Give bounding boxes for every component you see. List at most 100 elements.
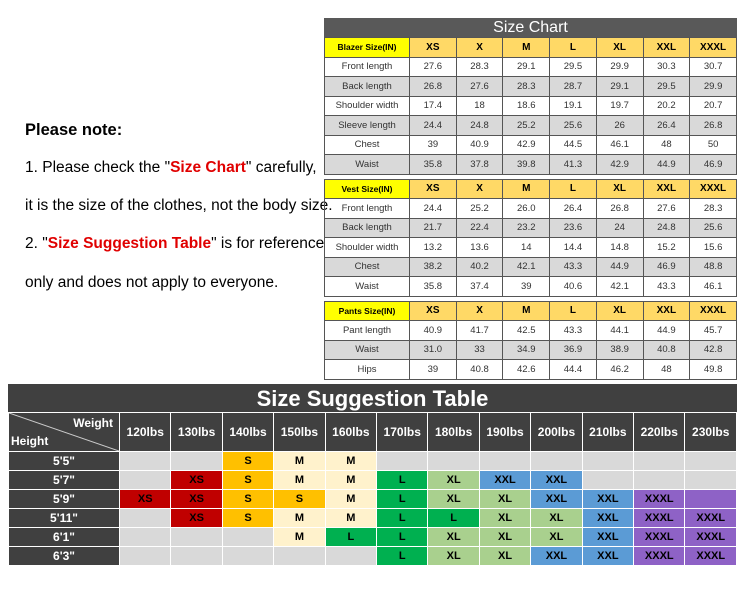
- suggested-size-cell: [221, 546, 275, 566]
- measure-value: 18: [455, 95, 504, 116]
- section-header-row: Vest Size(IN) XS X M L XL XXL XXXL: [324, 178, 737, 199]
- suggested-size-cell: S: [221, 451, 275, 471]
- weight-header: 140lbs: [221, 412, 275, 452]
- table-row: 6'1" M L L XL XL XL XXL XXXL XXXL: [8, 527, 737, 547]
- measure-value: 26: [595, 115, 644, 136]
- suggested-size-cell: [324, 546, 378, 566]
- measure-name: Shoulder width: [324, 95, 410, 116]
- measure-value: 25.6: [689, 217, 737, 238]
- suggested-size-cell: L: [376, 508, 429, 528]
- measure-value: 44.9: [595, 256, 644, 277]
- measure-value: 44.9: [642, 320, 691, 341]
- measure-name: Back length: [324, 217, 410, 238]
- measure-value: 13.6: [455, 237, 504, 258]
- height-header: 5'9": [8, 489, 120, 509]
- measure-value: 26.4: [549, 198, 597, 219]
- suggested-size-cell: XL: [427, 489, 480, 509]
- measure-value: 14.4: [549, 237, 597, 258]
- suggested-size-cell: [581, 451, 635, 471]
- suggested-size-cell: XL: [530, 527, 583, 547]
- table-row: Front length 27.6 28.3 29.1 29.5 29.9 30.3 30.7: [324, 56, 737, 77]
- measure-value: 42.5: [502, 320, 551, 341]
- suggested-size-cell: S: [221, 470, 275, 490]
- measure-value: 23.6: [549, 217, 597, 238]
- size-header: L: [549, 300, 597, 321]
- measure-value: 37.8: [455, 154, 504, 175]
- measure-value: 46.2: [595, 359, 644, 380]
- height-label: Height: [11, 434, 49, 448]
- height-header: 6'1": [8, 527, 120, 547]
- suggested-size-cell: XS: [170, 470, 223, 490]
- table-row: Shoulder width 13.2 13.6 14 14.4 14.8 15.2 15.6: [324, 237, 737, 258]
- measure-value: 19.1: [549, 95, 597, 116]
- suggested-size-cell: XXXL: [684, 527, 737, 547]
- measure-value: 45.7: [689, 320, 737, 341]
- height-header: 5'7": [8, 470, 120, 490]
- suggested-size-cell: XXXL: [633, 527, 686, 547]
- measure-value: 26.0: [502, 198, 551, 219]
- measure-value: 19.7: [595, 95, 644, 116]
- suggested-size-cell: [633, 451, 686, 471]
- size-section-table: Vest Size(IN) XS X M L XL XXL XXXL Front length 2…: [324, 178, 737, 297]
- suggested-size-cell: [684, 470, 737, 490]
- weight-label: Weight: [73, 416, 113, 430]
- measure-value: 30.3: [642, 56, 691, 77]
- section-label: Pants Size(IN): [324, 300, 410, 321]
- measure-value: 33: [455, 339, 504, 360]
- measure-value: 15.6: [689, 237, 737, 258]
- height-header: 5'11": [8, 508, 120, 528]
- suggested-size-cell: S: [221, 508, 275, 528]
- table-row: 6'3" L XL XL XXL XXL XXXL XXXL: [8, 546, 737, 566]
- measure-value: 23.2: [502, 217, 551, 238]
- measure-value: 24: [595, 217, 644, 238]
- suggested-size-cell: L: [427, 508, 480, 528]
- section-label: Vest Size(IN): [324, 178, 410, 199]
- suggested-size-cell: XS: [118, 489, 172, 509]
- suggested-size-cell: M: [324, 470, 378, 490]
- size-chart-ref: Size Chart: [170, 159, 246, 176]
- suggested-size-cell: L: [376, 546, 429, 566]
- measure-value: 46.1: [595, 134, 644, 155]
- suggested-size-cell: [684, 489, 737, 509]
- measure-value: 48: [642, 359, 691, 380]
- suggested-size-cell: XL: [478, 489, 532, 509]
- size-header: XXXL: [689, 178, 737, 199]
- measure-value: 35.8: [409, 154, 457, 175]
- suggested-size-cell: [530, 451, 583, 471]
- size-header: XL: [595, 37, 644, 58]
- measure-value: 49.8: [689, 359, 737, 380]
- measure-value: 27.6: [409, 56, 457, 77]
- suggested-size-cell: XXL: [530, 470, 583, 490]
- measure-value: 29.5: [549, 56, 597, 77]
- table-row: Back length 21.7 22.4 23.2 23.6 24 24.8 25.6: [324, 217, 737, 238]
- suggested-size-cell: XL: [427, 470, 480, 490]
- weight-header: 160lbs: [324, 412, 378, 452]
- suggested-size-cell: XL: [478, 508, 532, 528]
- measure-value: 22.4: [455, 217, 504, 238]
- height-header: 5'5": [8, 451, 120, 471]
- size-header: XS: [409, 178, 457, 199]
- measure-value: 48.8: [689, 256, 737, 277]
- measure-value: 17.4: [409, 95, 457, 116]
- measure-value: 27.6: [455, 76, 504, 97]
- section-header-row: Blazer Size(IN) XS X M L XL XXL XXXL: [324, 37, 737, 58]
- suggested-size-cell: XXL: [478, 470, 532, 490]
- size-header: L: [549, 178, 597, 199]
- measure-name: Chest: [324, 256, 410, 277]
- measure-value: 44.5: [549, 134, 597, 155]
- measure-value: 29.1: [502, 56, 551, 77]
- measure-value: 25.6: [549, 115, 597, 136]
- table-row: Waist 35.8 37.8 39.8 41.3 42.9 44.9 46.9: [324, 154, 737, 175]
- suggested-size-cell: [170, 527, 223, 547]
- suggested-size-cell: [478, 451, 532, 471]
- suggested-size-cell: M: [324, 489, 378, 509]
- diagonal-divider: [9, 413, 119, 451]
- size-section-table: Pants Size(IN) XS X M L XL XXL XXXL Pant length 4…: [324, 300, 737, 380]
- height-header: 6'3": [8, 546, 120, 566]
- measure-value: 39: [409, 359, 457, 380]
- weight-header: 150lbs: [273, 412, 326, 452]
- measure-name: Front length: [324, 198, 410, 219]
- note-line-3: 2. "Size Suggestion Table" is for refere…: [25, 235, 325, 252]
- suggested-size-cell: M: [273, 470, 326, 490]
- measure-name: Hips: [324, 359, 410, 380]
